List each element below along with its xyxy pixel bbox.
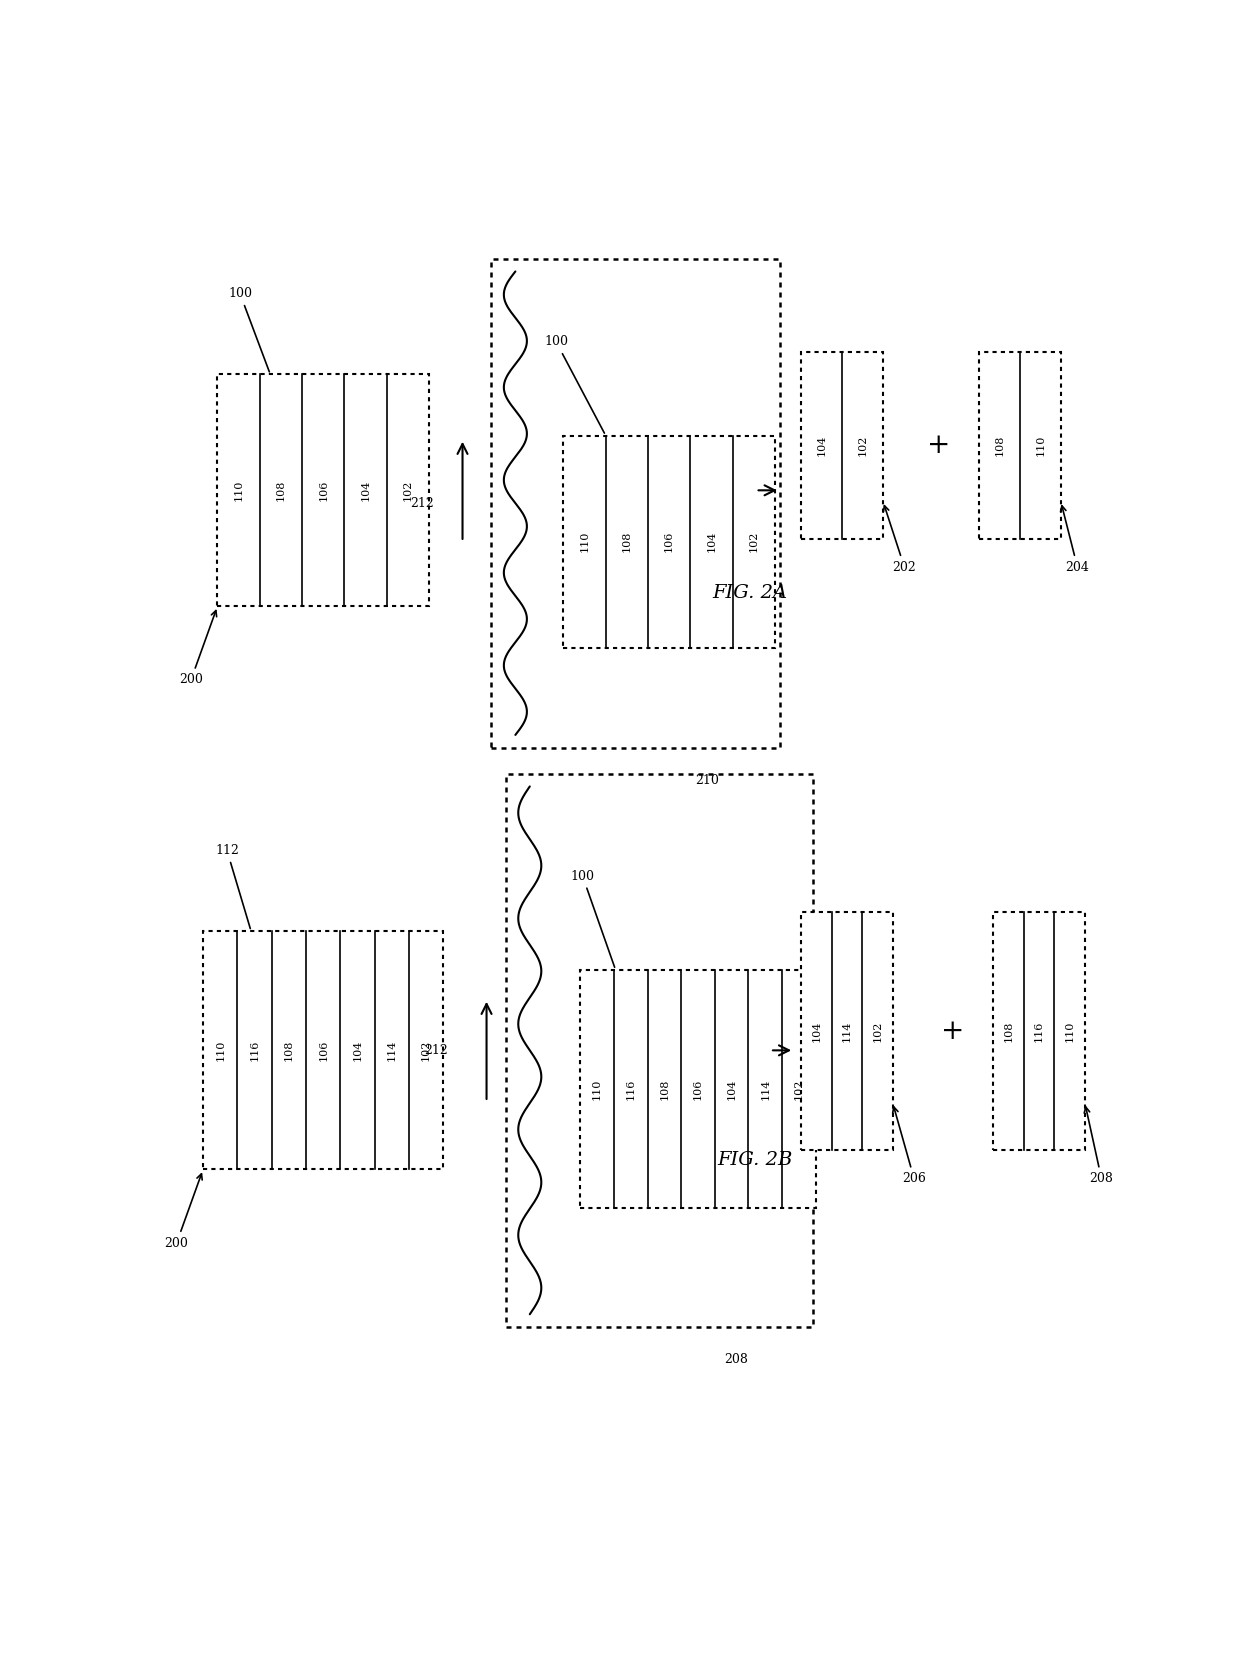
Text: 210: 210 — [696, 774, 719, 786]
Text: 106: 106 — [693, 1078, 703, 1100]
Text: 106: 106 — [319, 480, 329, 502]
Text: 110: 110 — [1065, 1020, 1075, 1042]
Bar — [993, 911, 1085, 1150]
Text: 108: 108 — [994, 435, 1004, 456]
Text: FIG. 2B: FIG. 2B — [717, 1150, 792, 1169]
Text: 114: 114 — [387, 1040, 397, 1062]
Bar — [563, 436, 775, 649]
Text: +: + — [926, 431, 950, 458]
Text: +: + — [941, 1018, 965, 1045]
Text: 108: 108 — [284, 1040, 294, 1062]
Text: 208: 208 — [1084, 1107, 1114, 1185]
Text: 102: 102 — [422, 1040, 432, 1062]
Text: 110: 110 — [216, 1040, 226, 1062]
Text: 104: 104 — [352, 1040, 362, 1062]
Text: 204: 204 — [1060, 505, 1090, 573]
Text: 104: 104 — [707, 532, 717, 552]
Text: 100: 100 — [544, 336, 604, 433]
Bar — [491, 259, 780, 747]
Text: 116: 116 — [249, 1040, 259, 1062]
Text: 106: 106 — [319, 1040, 329, 1062]
Text: 100: 100 — [228, 288, 269, 371]
Text: 212: 212 — [424, 1043, 448, 1057]
Text: 108: 108 — [1003, 1020, 1013, 1042]
Text: 208: 208 — [724, 1353, 749, 1366]
Text: 116: 116 — [1034, 1020, 1044, 1042]
Text: 104: 104 — [817, 435, 827, 456]
Text: 114: 114 — [842, 1020, 852, 1042]
Bar — [580, 970, 816, 1209]
Text: 206: 206 — [893, 1107, 926, 1185]
Text: 116: 116 — [626, 1078, 636, 1100]
Text: 102: 102 — [858, 435, 868, 456]
Bar — [506, 774, 813, 1328]
Text: 106: 106 — [665, 532, 675, 552]
Text: 108: 108 — [621, 532, 632, 552]
Bar — [203, 931, 444, 1169]
Bar — [217, 375, 429, 607]
Text: 108: 108 — [660, 1078, 670, 1100]
Bar — [980, 351, 1060, 538]
Text: 110: 110 — [579, 532, 589, 552]
Text: 102: 102 — [403, 480, 413, 502]
Text: 212: 212 — [410, 497, 434, 510]
Bar — [801, 351, 883, 538]
Text: 114: 114 — [760, 1078, 770, 1100]
Text: 110: 110 — [233, 480, 243, 502]
Text: FIG. 2A: FIG. 2A — [712, 584, 787, 602]
Text: 202: 202 — [883, 505, 916, 573]
Text: 110: 110 — [1035, 435, 1045, 456]
Text: 200: 200 — [179, 610, 217, 687]
Text: 100: 100 — [570, 869, 615, 968]
Text: 104: 104 — [811, 1020, 821, 1042]
Bar — [801, 911, 893, 1150]
Text: 108: 108 — [275, 480, 286, 502]
Text: 200: 200 — [165, 1174, 202, 1249]
Text: 112: 112 — [215, 844, 250, 928]
Text: 102: 102 — [873, 1020, 883, 1042]
Text: 110: 110 — [591, 1078, 603, 1100]
Text: 104: 104 — [361, 480, 371, 502]
Text: 104: 104 — [727, 1078, 737, 1100]
Text: 102: 102 — [794, 1078, 804, 1100]
Text: 102: 102 — [749, 532, 759, 552]
